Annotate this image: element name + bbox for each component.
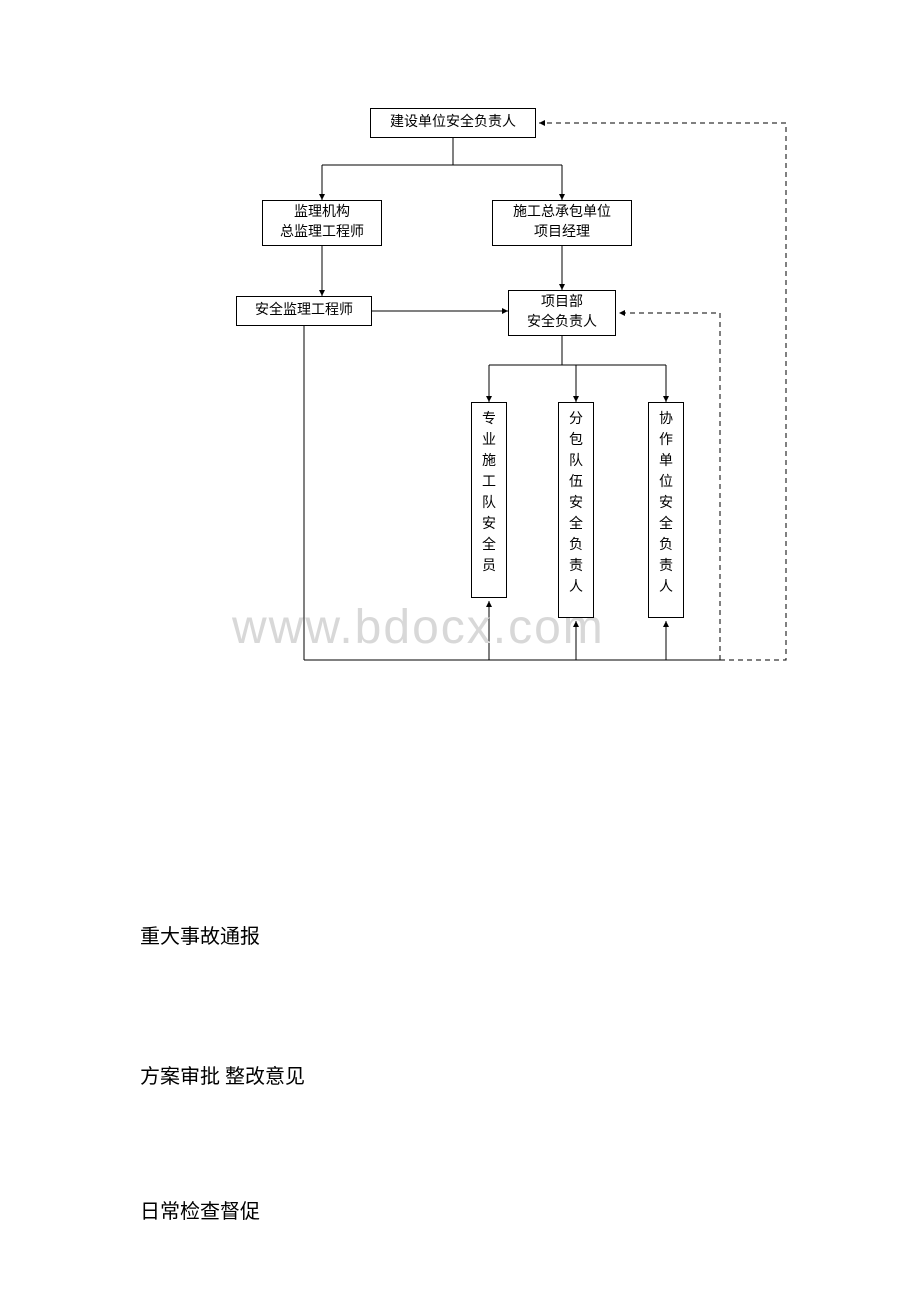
node-left1: 监理机构 总监理工程师 — [262, 200, 382, 246]
node-v2: 分 包 队 伍 安 全 负 责 人 — [558, 402, 594, 618]
node-left2-label: 安全监理工程师 — [255, 301, 353, 321]
node-v1: 专 业 施 工 队 安 全 员 — [471, 402, 507, 598]
node-left1-line1: 监理机构 — [294, 203, 350, 223]
org-flowchart: www.bdocx.com 建设单位安全负责人 监理机构 总监理工程师 施工总承… — [0, 0, 920, 750]
body-line-2: 方案审批 整改意见 — [140, 1060, 305, 1089]
node-top: 建设单位安全负责人 — [370, 108, 536, 138]
body-line-3: 日常检查督促 — [140, 1195, 260, 1224]
node-right1: 施工总承包单位 项目经理 — [492, 200, 632, 246]
node-top-label: 建设单位安全负责人 — [390, 113, 516, 133]
node-right2: 项目部 安全负责人 — [508, 290, 616, 336]
node-right2-line1: 项目部 — [541, 293, 583, 313]
node-left1-line2: 总监理工程师 — [280, 223, 364, 243]
node-right2-line2: 安全负责人 — [527, 313, 597, 333]
node-left2: 安全监理工程师 — [236, 296, 372, 326]
body-line-1: 重大事故通报 — [140, 920, 260, 949]
watermark-text: www.bdocx.com — [232, 600, 605, 655]
node-right1-line1: 施工总承包单位 — [513, 203, 611, 223]
node-right1-line2: 项目经理 — [534, 223, 590, 243]
node-v3: 协 作 单 位 安 全 负 责 人 — [648, 402, 684, 618]
